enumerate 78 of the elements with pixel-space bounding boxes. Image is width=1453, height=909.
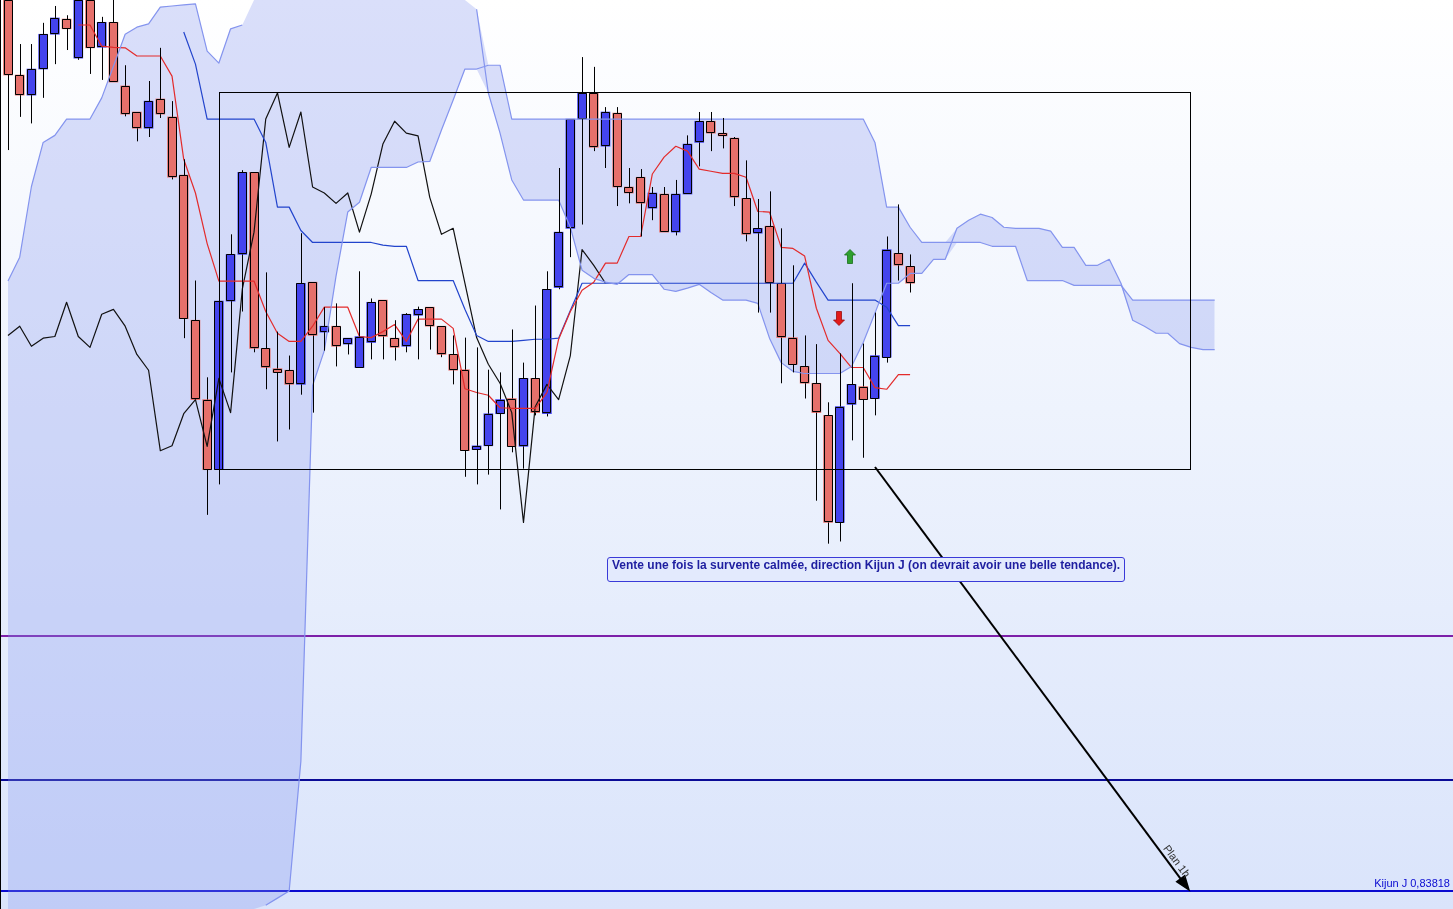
candlestick: [354, 270, 365, 368]
candlestick: [670, 179, 681, 236]
ref-line-label: Kijun J 0,83818: [1374, 877, 1450, 889]
candlestick: [518, 362, 529, 470]
candlestick: [155, 47, 166, 119]
candlestick: [319, 306, 330, 352]
candlestick: [870, 312, 880, 416]
candlestick: [202, 376, 212, 516]
candlestick: [553, 167, 564, 290]
candlestick: [893, 203, 904, 282]
candlestick: [260, 271, 271, 390]
candlestick: [600, 106, 611, 169]
candlestick: [460, 337, 470, 478]
candlestick: [706, 111, 716, 152]
candlestick: [190, 280, 201, 400]
candlestick: [530, 305, 541, 416]
candlestick: [659, 186, 669, 233]
candlestick: [776, 227, 787, 384]
candlestick: [588, 66, 599, 152]
candlestick: [120, 64, 130, 117]
candlestick: [729, 137, 740, 207]
candlestick: [26, 43, 37, 124]
candlestick: [436, 325, 447, 358]
candlestick: [272, 331, 283, 442]
candlestick: [799, 334, 810, 399]
candlestick: [647, 186, 658, 221]
candlestick: [811, 343, 822, 502]
candlestick: [741, 159, 751, 242]
candlestick: [823, 401, 833, 545]
candlestick: [624, 167, 634, 204]
candlestick: [366, 297, 377, 360]
candlestick: [96, 16, 107, 81]
candlestick: [413, 306, 423, 360]
candlestick: [401, 313, 412, 353]
candlestick: [331, 302, 341, 367]
candlestick: [483, 369, 494, 476]
candlestick: [61, 14, 72, 51]
candlestick: [225, 233, 236, 373]
candlestick: [237, 169, 248, 313]
candlestick: [178, 158, 189, 339]
candlestick: [694, 111, 705, 167]
candlestick: [565, 118, 576, 258]
candlestick: [296, 232, 306, 396]
candlestick: [73, 0, 84, 61]
candlestick: [905, 253, 915, 293]
candlestick: [424, 306, 435, 351]
candlestick: [307, 281, 318, 414]
candlestick: [85, 0, 95, 75]
candlestick: [342, 337, 353, 355]
candlestick: [389, 319, 400, 361]
candlestick: [881, 235, 892, 364]
candlestick: [3, 0, 13, 151]
candlestick: [846, 282, 857, 441]
candlestick: [50, 5, 60, 65]
candlestick: [14, 43, 25, 118]
candlestick: [577, 56, 587, 226]
candlestick: [788, 264, 798, 373]
candlestick: [752, 198, 763, 314]
candlestick: [495, 371, 505, 510]
candlestick: [249, 172, 259, 353]
candlestick: [764, 190, 775, 314]
candlestick: [38, 22, 48, 99]
candlestick: [284, 355, 294, 430]
candlestick: [682, 134, 693, 195]
candlestick: [132, 111, 142, 142]
candlestick: [635, 168, 646, 237]
candlestick: [612, 106, 623, 207]
candlestick: [717, 117, 728, 149]
candlestick: [143, 80, 154, 138]
candlestick: [448, 334, 459, 385]
candlestick: [167, 100, 177, 180]
candlestick: [471, 346, 482, 485]
candlestick: [542, 270, 552, 417]
candlestick: [378, 299, 388, 360]
annotation: Vente une fois la survente calmée, direction Kijun J (on devrait avoir une belle tendance).: [607, 557, 1126, 582]
candlestick: [858, 343, 869, 459]
candlestick: [108, 0, 119, 83]
candlestick: [834, 352, 845, 542]
